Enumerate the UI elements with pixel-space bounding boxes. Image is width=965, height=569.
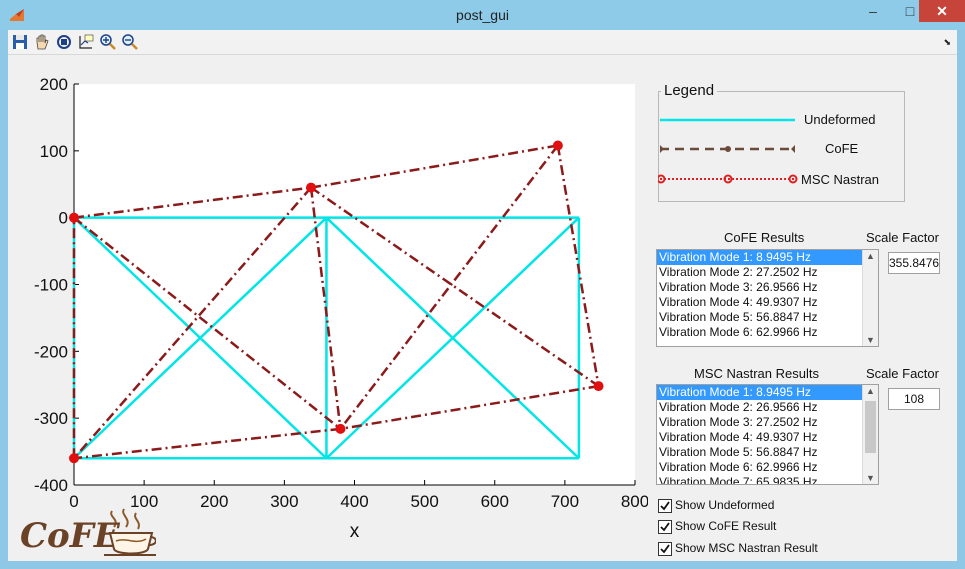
logo-text: CoFE <box>20 516 121 556</box>
cofe-listbox-scrollbar[interactable]: ▲ ▼ <box>862 250 878 346</box>
cofe-node-marker <box>306 182 317 193</box>
show-cofe-checkbox[interactable]: Show CoFE Result <box>658 519 858 535</box>
list-item[interactable]: Vibration Mode 4: 49.9307 Hz <box>659 430 818 444</box>
zoom-in-icon[interactable] <box>99 33 117 51</box>
cofe-scale-factor-label: Scale Factor <box>866 230 939 245</box>
zoom-out-icon[interactable] <box>121 33 139 51</box>
cofe-scale-factor-input[interactable]: 355.8476 <box>888 252 940 274</box>
x-axis-label: x <box>350 521 360 542</box>
scroll-down-icon[interactable]: ▼ <box>866 473 875 483</box>
y-tick-label: -400 <box>34 476 68 495</box>
x-tick-label: 300 <box>270 492 298 511</box>
cofe-member <box>340 384 599 431</box>
show-undeformed-checkbox[interactable]: Show Undeformed <box>658 498 858 514</box>
list-item[interactable]: Vibration Mode 6: 62.9966 Hz <box>659 460 818 474</box>
y-tick-label: -300 <box>34 409 68 428</box>
list-item[interactable]: Vibration Mode 4: 49.9307 Hz <box>659 295 818 309</box>
cofe-node-marker <box>593 381 604 392</box>
x-tick-label: 500 <box>410 492 438 511</box>
checkbox-box[interactable] <box>658 520 672 534</box>
title-bar[interactable]: post_gui – □ ✕ <box>0 0 965 30</box>
dock-arrow-icon[interactable]: ⬊ <box>943 37 951 47</box>
scroll-up-icon[interactable]: ▲ <box>866 251 875 261</box>
rotate-icon[interactable] <box>55 33 73 51</box>
y-tick-label: 0 <box>59 209 68 228</box>
y-tick-label: 200 <box>40 75 68 94</box>
cofe-member <box>310 186 600 388</box>
cofe-member <box>309 187 342 430</box>
scroll-down-icon[interactable]: ▼ <box>866 335 875 345</box>
list-item[interactable]: Vibration Mode 1: 8.9495 Hz <box>657 385 878 400</box>
y-tick-label: 100 <box>40 142 68 161</box>
window-title: post_gui <box>456 7 509 23</box>
cofe-results-label: CoFE Results <box>724 230 805 245</box>
checkmark-icon <box>660 501 670 511</box>
y-tick-label: -100 <box>34 276 68 295</box>
cofe-member <box>556 145 600 387</box>
scroll-up-icon[interactable]: ▲ <box>866 386 875 396</box>
list-item[interactable]: Vibration Mode 5: 56.8847 Hz <box>659 310 818 324</box>
checkbox-box[interactable] <box>658 542 672 556</box>
scrollbar-thumb[interactable] <box>865 401 876 453</box>
show-msc-checkbox[interactable]: Show MSC Nastran Result <box>658 541 858 557</box>
checkmark-icon <box>660 522 670 532</box>
x-tick-label: 600 <box>481 492 509 511</box>
msc-results-label: MSC Nastran Results <box>694 366 819 381</box>
x-tick-label: 400 <box>340 492 368 511</box>
msc-results-listbox[interactable]: Vibration Mode 1: 8.9495 Hz Vibration Mod… <box>656 384 879 485</box>
figure-toolbar: ⬊ <box>8 30 957 55</box>
legend-msc-label: MSC Nastran <box>801 172 880 187</box>
close-button[interactable]: ✕ <box>919 0 965 22</box>
y-tick-label: -200 <box>34 342 68 361</box>
cofe-member <box>73 427 341 460</box>
list-item[interactable]: Vibration Mode 7: 65.9835 Hz <box>659 475 818 485</box>
msc-scale-factor-input[interactable]: 108 <box>888 388 940 410</box>
cofe-node-marker <box>552 140 563 151</box>
checkmark-icon <box>660 544 670 554</box>
minimize-button[interactable]: – <box>869 3 877 19</box>
cofe-member <box>310 144 559 189</box>
cofe-results-listbox[interactable]: Vibration Mode 1: 8.9495 Hz Vibration Mod… <box>656 249 879 347</box>
checkbox-box[interactable] <box>658 499 672 513</box>
legend-panel <box>658 91 905 202</box>
legend-undeformed-label: Undeformed <box>804 112 876 127</box>
checkbox-label: Show Undeformed <box>675 498 775 512</box>
figure-client-area: 0 100 200 300 400 500 600 700 800 200 100 0 -100 -200… <box>8 55 957 561</box>
list-item[interactable]: Vibration Mode 5: 56.8847 Hz <box>659 445 818 459</box>
data-cursor-icon[interactable] <box>77 33 95 51</box>
x-tick-label: 700 <box>551 492 579 511</box>
undeformed-member <box>325 216 580 460</box>
x-tick-label: 200 <box>200 492 228 511</box>
list-item[interactable]: Vibration Mode 2: 27.2502 Hz <box>659 265 818 279</box>
legend-cofe-label: CoFE <box>825 141 859 156</box>
msc-scale-factor-label: Scale Factor <box>866 366 939 381</box>
x-tick-label: 100 <box>130 492 158 511</box>
legend-title: Legend <box>661 82 718 99</box>
msc-listbox-scrollbar[interactable]: ▲ ▼ <box>862 385 878 484</box>
checkbox-label: Show CoFE Result <box>675 519 777 533</box>
checkbox-label: Show MSC Nastran Result <box>675 541 818 555</box>
truss-plot[interactable]: 0 100 200 300 400 500 600 700 800 200 100 0 -100 -200… <box>8 55 648 561</box>
save-icon[interactable] <box>11 33 29 51</box>
cofe-logo: CoFE <box>20 508 156 556</box>
list-item[interactable]: Vibration Mode 6: 62.9966 Hz <box>659 325 818 339</box>
list-item[interactable]: Vibration Mode 3: 26.9566 Hz <box>659 280 818 294</box>
undeformed-member <box>73 216 328 460</box>
matlab-app-icon <box>10 9 24 21</box>
x-tick-label: 0 <box>69 492 78 511</box>
legend-swatches <box>658 118 798 184</box>
list-item[interactable]: Vibration Mode 1: 8.9495 Hz <box>657 250 878 265</box>
plot-area <box>74 84 635 485</box>
list-item[interactable]: Vibration Mode 3: 27.2502 Hz <box>659 415 818 429</box>
cofe-member <box>73 216 342 430</box>
pan-icon[interactable] <box>33 33 51 51</box>
list-item[interactable]: Vibration Mode 2: 26.9566 Hz <box>659 400 818 414</box>
legend-cofe-marker <box>725 146 731 152</box>
maximize-button[interactable]: □ <box>905 3 915 19</box>
x-tick-label: 800 <box>621 492 648 511</box>
cofe-node-marker <box>69 453 79 464</box>
cofe-node-marker <box>69 212 79 223</box>
cofe-node-marker <box>335 423 346 434</box>
